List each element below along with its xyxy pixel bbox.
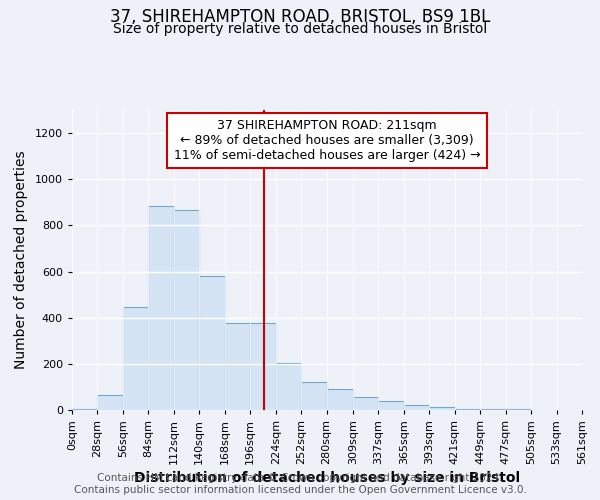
Text: 37, SHIREHAMPTON ROAD, BRISTOL, BS9 1BL: 37, SHIREHAMPTON ROAD, BRISTOL, BS9 1BL [110, 8, 490, 26]
X-axis label: Distribution of detached houses by size in Bristol: Distribution of detached houses by size … [134, 471, 520, 485]
Bar [429, 406, 455, 410]
Bar [225, 324, 250, 410]
Text: 37 SHIREHAMPTON ROAD: 211sqm
← 89% of detached houses are smaller (3,309)
11% of: 37 SHIREHAMPTON ROAD: 211sqm ← 89% of de… [173, 119, 481, 162]
Bar [379, 401, 404, 410]
Bar [275, 362, 301, 410]
Text: Contains HM Land Registry data © Crown copyright and database right 2024.
Contai: Contains HM Land Registry data © Crown c… [74, 474, 526, 495]
Bar [123, 308, 148, 410]
Bar [301, 382, 326, 410]
Bar [353, 398, 379, 410]
Bar [250, 324, 275, 410]
Bar [455, 409, 480, 410]
Bar [72, 409, 97, 410]
Bar [199, 276, 225, 410]
Bar [480, 409, 506, 410]
Bar [404, 406, 429, 410]
Bar [148, 206, 174, 410]
Text: Size of property relative to detached houses in Bristol: Size of property relative to detached ho… [113, 22, 487, 36]
Y-axis label: Number of detached properties: Number of detached properties [14, 150, 28, 370]
Bar [326, 389, 353, 410]
Bar [174, 210, 199, 410]
Bar [97, 395, 123, 410]
